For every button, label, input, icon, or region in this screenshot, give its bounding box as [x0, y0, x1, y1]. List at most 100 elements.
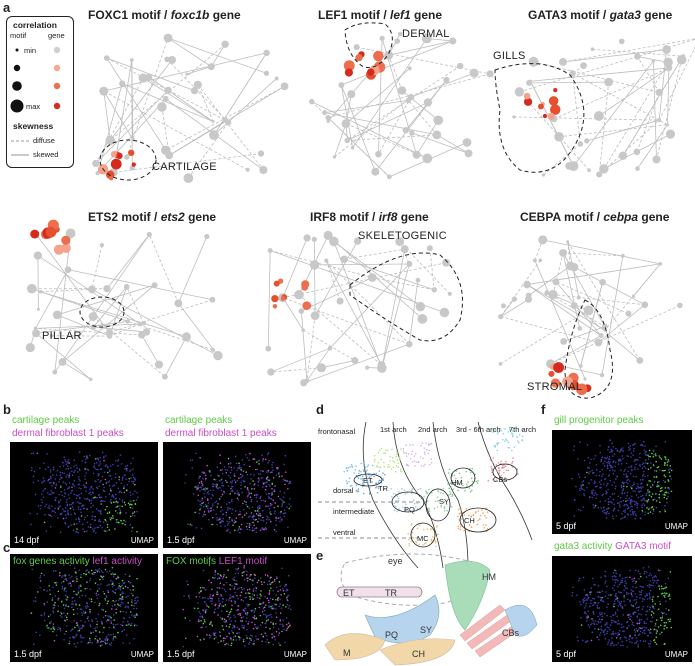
umap-point: [87, 619, 90, 622]
umap-point: [597, 584, 600, 587]
trajectory-edge: [270, 347, 331, 373]
umap-point: [643, 620, 645, 623]
umap-point: [99, 638, 101, 640]
umap-point: [66, 499, 68, 501]
umap-point: [96, 642, 98, 644]
umap-point: [604, 595, 607, 598]
umap-point: [202, 622, 205, 625]
umap-point: [265, 471, 268, 473]
umap-point: [666, 464, 669, 466]
umap-point: [617, 463, 620, 465]
trajectory-node: [583, 305, 594, 316]
motif-title-cebpa: CEBPA motif / cebpa gene: [520, 210, 670, 224]
umap-point: [628, 613, 631, 616]
d-label-intermediate: intermediate: [333, 507, 375, 516]
umap-point: [617, 632, 619, 634]
umap-d-point: [504, 465, 507, 468]
umap-point: [599, 444, 601, 447]
umap-point: [132, 512, 134, 514]
trajectory-edge: [327, 117, 390, 178]
umap-point: [80, 573, 82, 576]
umap-point: [602, 462, 605, 465]
umap-point: [247, 592, 250, 594]
trajectory-edge: [109, 299, 213, 333]
umap-point: [127, 586, 129, 589]
umap-point: [653, 469, 656, 472]
umap-point: [579, 441, 581, 443]
umap-point: [210, 620, 212, 623]
umap-point: [284, 479, 286, 482]
umap-point: [104, 599, 107, 602]
umap-point: [251, 499, 253, 501]
umap-point: [649, 643, 652, 645]
umap-point: [42, 477, 45, 479]
umap-point: [614, 581, 617, 584]
umap-point: [97, 509, 100, 512]
umap-point: [607, 488, 609, 491]
umap-point: [222, 575, 225, 578]
umap-point: [74, 600, 76, 602]
umap-d-point: [521, 435, 524, 438]
umap-d-point: [511, 449, 513, 452]
trajectory-edge: [40, 291, 187, 338]
umap-point: [123, 474, 126, 476]
trajectory-node: [298, 308, 305, 314]
umap-point: [264, 488, 267, 491]
umap-point: [652, 508, 655, 511]
umap-point: [245, 574, 248, 576]
umap-point: [73, 459, 76, 462]
umap-d-point: [370, 474, 372, 477]
umap-point: [259, 506, 261, 508]
umap-d-point: [493, 445, 496, 447]
umap-point: [645, 492, 648, 495]
umap-point: [228, 466, 230, 468]
umap-point: [638, 578, 640, 580]
trajectory-edge: [598, 67, 670, 117]
umap-point: [643, 504, 646, 507]
trajectory-node: [65, 228, 76, 239]
umap-point: [66, 596, 69, 599]
umap-d-point: [465, 483, 468, 486]
umap-point: [228, 518, 231, 520]
umap-point: [652, 596, 654, 598]
umap-point: [599, 596, 602, 599]
umap-point: [665, 498, 668, 500]
d-label-dorsal: dorsal: [333, 486, 354, 495]
umap-d-point: [502, 464, 504, 466]
umap-point: [254, 527, 256, 530]
umap-point: [202, 616, 204, 619]
umap-point: [620, 462, 623, 465]
umap-d-point: [393, 502, 395, 505]
umap-point: [79, 636, 82, 638]
umap-d-point: [412, 509, 414, 512]
umap-point: [600, 458, 603, 461]
umap-point: [236, 609, 238, 612]
umap-point: [246, 603, 248, 606]
outline-gills: [494, 63, 585, 173]
umap-point: [194, 511, 196, 514]
trajectory-edge: [598, 82, 610, 175]
umap-point: [128, 622, 130, 625]
umap-c-left-stage: 1.5 dpf: [14, 649, 42, 659]
umap-point: [626, 504, 628, 507]
umap-point: [60, 581, 63, 584]
umap-point: [202, 586, 204, 589]
umap-point: [608, 458, 611, 461]
umap-point: [583, 589, 586, 591]
umap-point: [99, 463, 101, 465]
umap-point: [579, 489, 581, 492]
umap-point: [619, 496, 622, 499]
umap-point: [584, 605, 587, 607]
umap-d-point: [410, 510, 412, 512]
umap-point: [224, 604, 227, 606]
umap-point: [59, 531, 62, 534]
umap-point: [63, 472, 65, 475]
umap-point: [235, 639, 238, 641]
umap-point: [262, 607, 265, 609]
umap-point: [650, 462, 652, 464]
umap-point: [62, 465, 65, 467]
legend-glyphs: [10, 46, 61, 156]
umap-point: [67, 459, 70, 461]
umap-point: [201, 502, 203, 505]
umap-point: [633, 579, 635, 582]
